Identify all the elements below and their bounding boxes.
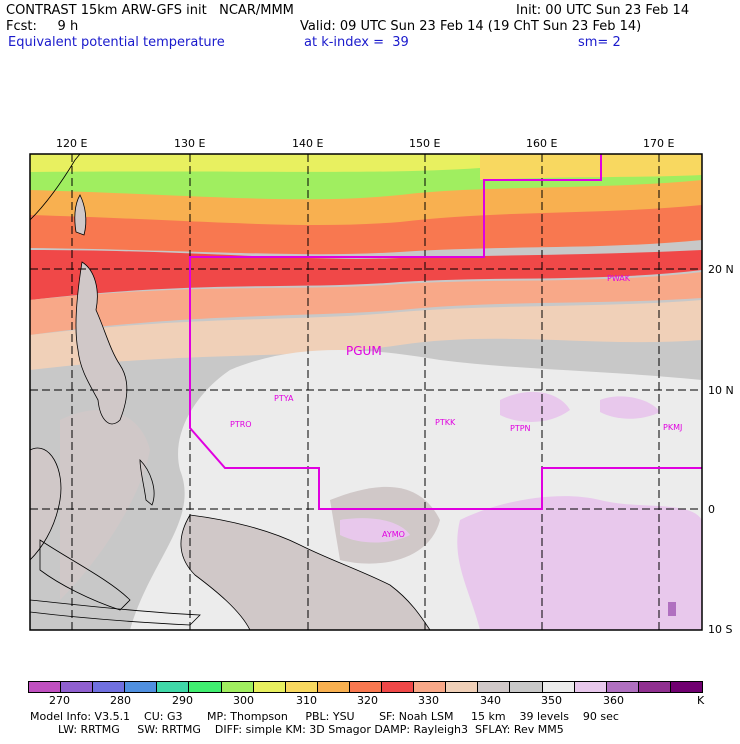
colorbar-swatch	[125, 682, 158, 692]
colorbar-swatch	[446, 682, 479, 692]
lon-label-170e: 170 E	[643, 137, 675, 150]
colorbar-swatch	[382, 682, 415, 692]
colorbar-swatch	[253, 682, 286, 692]
colorbar-swatch	[285, 682, 318, 692]
colorbar-swatch	[349, 682, 383, 692]
lon-label-150e: 150 E	[409, 137, 441, 150]
colorbar-tick: 280	[110, 694, 131, 707]
station-ptpn: PTPN	[510, 424, 531, 433]
colorbar-tick: 270	[49, 694, 70, 707]
colorbar-tick: 360	[603, 694, 624, 707]
lat-label-10s: 10 S	[708, 623, 733, 636]
colorbar-swatch	[93, 682, 126, 692]
colorbar-swatch	[670, 682, 702, 692]
theta-e-field	[30, 154, 702, 630]
station-ptkk: PTKK	[435, 418, 456, 427]
model-title: CONTRAST 15km ARW-GFS init NCAR/MMM	[6, 3, 294, 18]
level-label: at k-index = 39	[304, 35, 409, 50]
colorbar-swatch	[61, 682, 94, 692]
smoothing-label: sm= 2	[578, 35, 621, 50]
lon-label-160e: 160 E	[526, 137, 558, 150]
lon-label-140e: 140 E	[292, 137, 324, 150]
colorbar-swatch	[574, 682, 607, 692]
field-name: Equivalent potential temperature	[8, 35, 225, 50]
model-info-line1: Model Info: V3.5.1 CU: G3 MP: Thompson P…	[30, 710, 619, 723]
colorbar-swatch	[606, 682, 639, 692]
lat-label-10n: 10 N	[708, 384, 734, 397]
colorbar-tick: 290	[172, 694, 193, 707]
colorbar-tick: 340	[480, 694, 501, 707]
forecast-hour: Fcst: 9 h	[6, 19, 79, 34]
colorbar-swatch	[221, 682, 254, 692]
station-pkmj: PKMJ	[663, 423, 682, 432]
model-info-line2: LW: RRTMG SW: RRTMG DIFF: simple KM: 3D …	[30, 723, 564, 736]
colorbar-tick: 320	[357, 694, 378, 707]
init-time: Init: 00 UTC Sun 23 Feb 14	[516, 3, 690, 18]
colorbar-tick: 350	[541, 694, 562, 707]
colorbar-swatch	[542, 682, 575, 692]
colorbar-swatch	[317, 682, 350, 692]
colorbar	[28, 681, 703, 693]
colorbar-unit: K	[697, 694, 705, 707]
station-ptro: PTRO	[230, 420, 252, 429]
colorbar-swatch	[29, 682, 62, 692]
colorbar-swatch	[157, 682, 190, 692]
lon-label-120e: 120 E	[56, 137, 88, 150]
colorbar-tick: 310	[296, 694, 317, 707]
station-pgum: PGUM	[346, 344, 382, 358]
colorbar-swatch	[638, 682, 671, 692]
region-boundary	[189, 154, 702, 510]
lat-label-0: 0	[708, 503, 715, 516]
colorbar-swatch	[478, 682, 511, 692]
graticule	[30, 154, 702, 630]
colorbar-tick: 330	[418, 694, 439, 707]
station-pwak: PWAK	[607, 274, 631, 283]
colorbar-swatch	[189, 682, 222, 692]
colorbar-tick: 300	[233, 694, 254, 707]
station-ptya: PTYA	[274, 394, 294, 403]
station-aymo: AYMO	[382, 530, 405, 539]
colorbar-swatch	[510, 682, 543, 692]
map-frame	[29, 153, 703, 631]
colorbar-swatch	[414, 682, 447, 692]
lat-label-20n: 20 N	[708, 263, 734, 276]
valid-time: Valid: 09 UTC Sun 23 Feb 14 (19 ChT Sun …	[300, 19, 642, 34]
lon-label-130e: 130 E	[174, 137, 206, 150]
